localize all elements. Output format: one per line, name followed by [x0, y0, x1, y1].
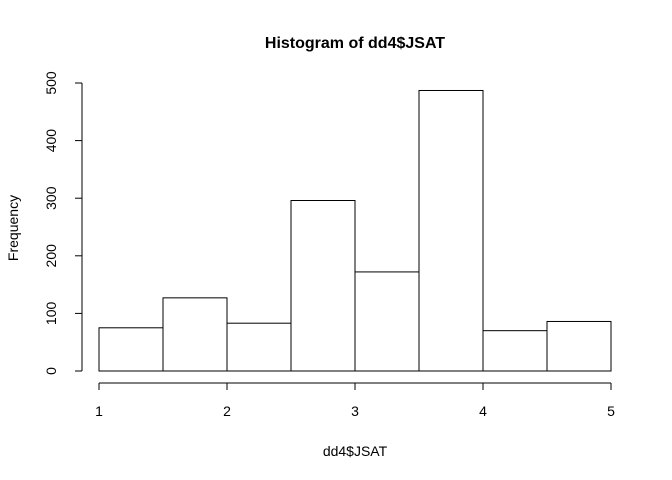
histogram-bar-3: [226, 322, 292, 372]
y-axis: 0 100 200 300 400 500: [43, 71, 83, 375]
x-axis: 1 2 3 4 5: [95, 382, 615, 419]
x-axis-label: dd4$JSAT: [323, 443, 388, 459]
y-tick-label-200: 200: [43, 244, 59, 268]
y-tick-label-400: 400: [43, 129, 59, 153]
y-tick-label-500: 500: [43, 71, 59, 95]
x-tick-label-1: 1: [95, 403, 103, 419]
histogram-bar-5: [354, 271, 420, 372]
histogram-bar-1: [98, 327, 164, 372]
y-tick-label-100: 100: [43, 302, 59, 326]
y-tick-label-300: 300: [43, 186, 59, 210]
x-tick-label-5: 5: [607, 403, 615, 419]
histogram-bar-7: [482, 330, 548, 372]
bars-group: [98, 89, 612, 372]
x-tick-label-2: 2: [223, 403, 231, 419]
histogram-bar-6: [418, 89, 484, 372]
histogram-bar-2: [162, 297, 228, 372]
y-axis-label: Frequency: [5, 195, 21, 261]
x-tick-label-3: 3: [351, 403, 359, 419]
y-tick-label-0: 0: [43, 367, 59, 375]
chart-title: Histogram of dd4$JSAT: [265, 35, 445, 52]
histogram-bar-4: [290, 200, 356, 372]
x-tick-label-4: 4: [479, 403, 487, 419]
histogram-bar-8: [546, 320, 612, 372]
